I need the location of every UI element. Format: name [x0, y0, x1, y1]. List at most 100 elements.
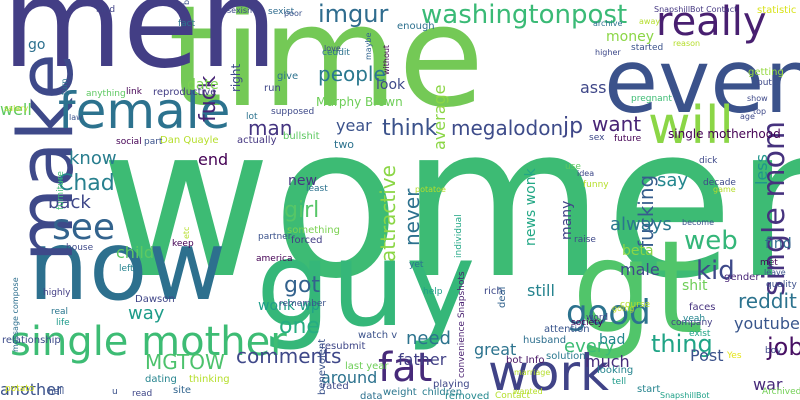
cloud-word: father [398, 350, 447, 369]
cloud-word: course [620, 300, 651, 310]
cloud-word: resubmit [321, 341, 366, 352]
cloud-word: comments [236, 344, 342, 368]
cloud-word: part [144, 137, 163, 147]
cloud-word: forced [291, 235, 323, 246]
cloud-word: idea [577, 169, 595, 178]
cloud-word: Dawson [135, 294, 175, 305]
cloud-word: see [52, 207, 116, 248]
cloud-word: quality [766, 280, 797, 290]
cloud-word: best [182, 0, 191, 5]
cloud-word: date [187, 77, 219, 93]
cloud-word: left [119, 264, 134, 274]
cloud-word: less [752, 154, 771, 185]
cloud-word: Chad [58, 171, 115, 196]
cloud-word: still [527, 281, 555, 300]
cloud-word: give [277, 71, 299, 82]
cloud-word: single mother [10, 319, 287, 365]
cloud-word: reason [673, 39, 701, 48]
cloud-word: without [382, 44, 391, 75]
cloud-word: getting [748, 67, 784, 78]
cloud-word: maybe [364, 32, 373, 60]
cloud-word: solution [546, 351, 586, 362]
cloud-word: Murphy Brown [316, 95, 403, 109]
cloud-word: site [173, 385, 192, 396]
cloud-word: time [168, 0, 485, 139]
cloud-word: female [58, 82, 231, 140]
cloud-word: supposed [271, 107, 315, 117]
cloud-word: hell [48, 387, 65, 397]
cloud-word: always [610, 214, 672, 235]
cloud-word: Yes [727, 351, 742, 361]
cloud-word: thing [651, 330, 713, 358]
cloud-word: furniture [56, 171, 66, 210]
cloud-word: child [116, 243, 154, 262]
cloud-word: gt [572, 214, 704, 363]
cloud-word: attention [544, 324, 590, 335]
cloud-word: boy [765, 346, 782, 356]
cloud-word: say [657, 170, 689, 191]
cloud-word: bot Info [506, 355, 545, 366]
cloud-word: SnapshillBot [660, 391, 710, 400]
cloud-word: now [28, 210, 227, 322]
cloud-word: another [0, 380, 63, 399]
cloud-word: archive [593, 19, 623, 28]
cloud-word: children [422, 387, 463, 398]
cloud-word: love [324, 44, 341, 53]
cloud-word: shit [682, 278, 708, 294]
cloud-word: keep [172, 239, 194, 249]
cloud-word: show [747, 94, 768, 103]
cloud-word: deal [497, 286, 508, 308]
cloud-word: life [56, 318, 70, 328]
cloud-word: yet [409, 260, 424, 270]
cloud-word: fact [178, 19, 196, 29]
cloud-word: youtube [734, 314, 800, 333]
cloud-word: Post [690, 346, 724, 365]
cloud-word: word [586, 313, 609, 323]
cloud-word: least [306, 184, 328, 194]
cloud-word: sexist [268, 7, 295, 17]
cloud-word: many [559, 200, 575, 240]
cloud-word: well [0, 100, 32, 119]
cloud-word: actually [237, 135, 277, 146]
cloud-word: help [423, 287, 443, 297]
cloud-word: look [376, 77, 406, 93]
cloud-word: jp [563, 114, 584, 139]
cloud-word: news wonk [523, 168, 539, 246]
cloud-word: great [474, 340, 517, 359]
cloud-word: Contact [495, 391, 531, 400]
cloud-word: kind [96, 5, 116, 15]
cloud-word: raise [574, 235, 596, 245]
cloud-word: highly [43, 288, 71, 298]
cloud-word: away [639, 17, 661, 26]
cloud-word: last year [345, 361, 389, 372]
cloud-word: wonk wp [258, 298, 320, 314]
cloud-word: use [565, 162, 581, 172]
cloud-word: looking [597, 365, 634, 376]
cloud-word: MGTOW [145, 350, 225, 374]
cloud-word: guy [256, 215, 476, 353]
cloud-word: playing [433, 379, 470, 390]
cloud-word: put [757, 78, 772, 88]
cloud-word: met [760, 258, 778, 268]
cloud-word: washingtonpost [421, 0, 628, 30]
cloud-word: wanted [513, 387, 543, 396]
cloud-word: male [620, 260, 660, 279]
cloud-word: real [51, 307, 69, 317]
cloud-word: ass [580, 78, 607, 97]
cloud-word: end [198, 150, 229, 169]
cloud-word: way [128, 303, 165, 324]
cloud-word: think [382, 116, 438, 141]
cloud-word: fucking [634, 174, 658, 248]
cloud-word: data [360, 391, 383, 400]
cloud-word: thinking [189, 374, 230, 385]
cloud-word: started [631, 43, 664, 53]
cloud-word: single motherhood [668, 127, 781, 141]
cloud-word: want [592, 112, 642, 136]
cloud-word: poor [284, 9, 303, 18]
cloud-word: beta [622, 243, 654, 259]
cloud-word: SnapshillBot Contact [654, 5, 738, 14]
cloud-word: back [48, 192, 91, 213]
cloud-word: need [406, 328, 451, 349]
cloud-word: removed [445, 391, 490, 400]
cloud-word: law [69, 113, 83, 122]
